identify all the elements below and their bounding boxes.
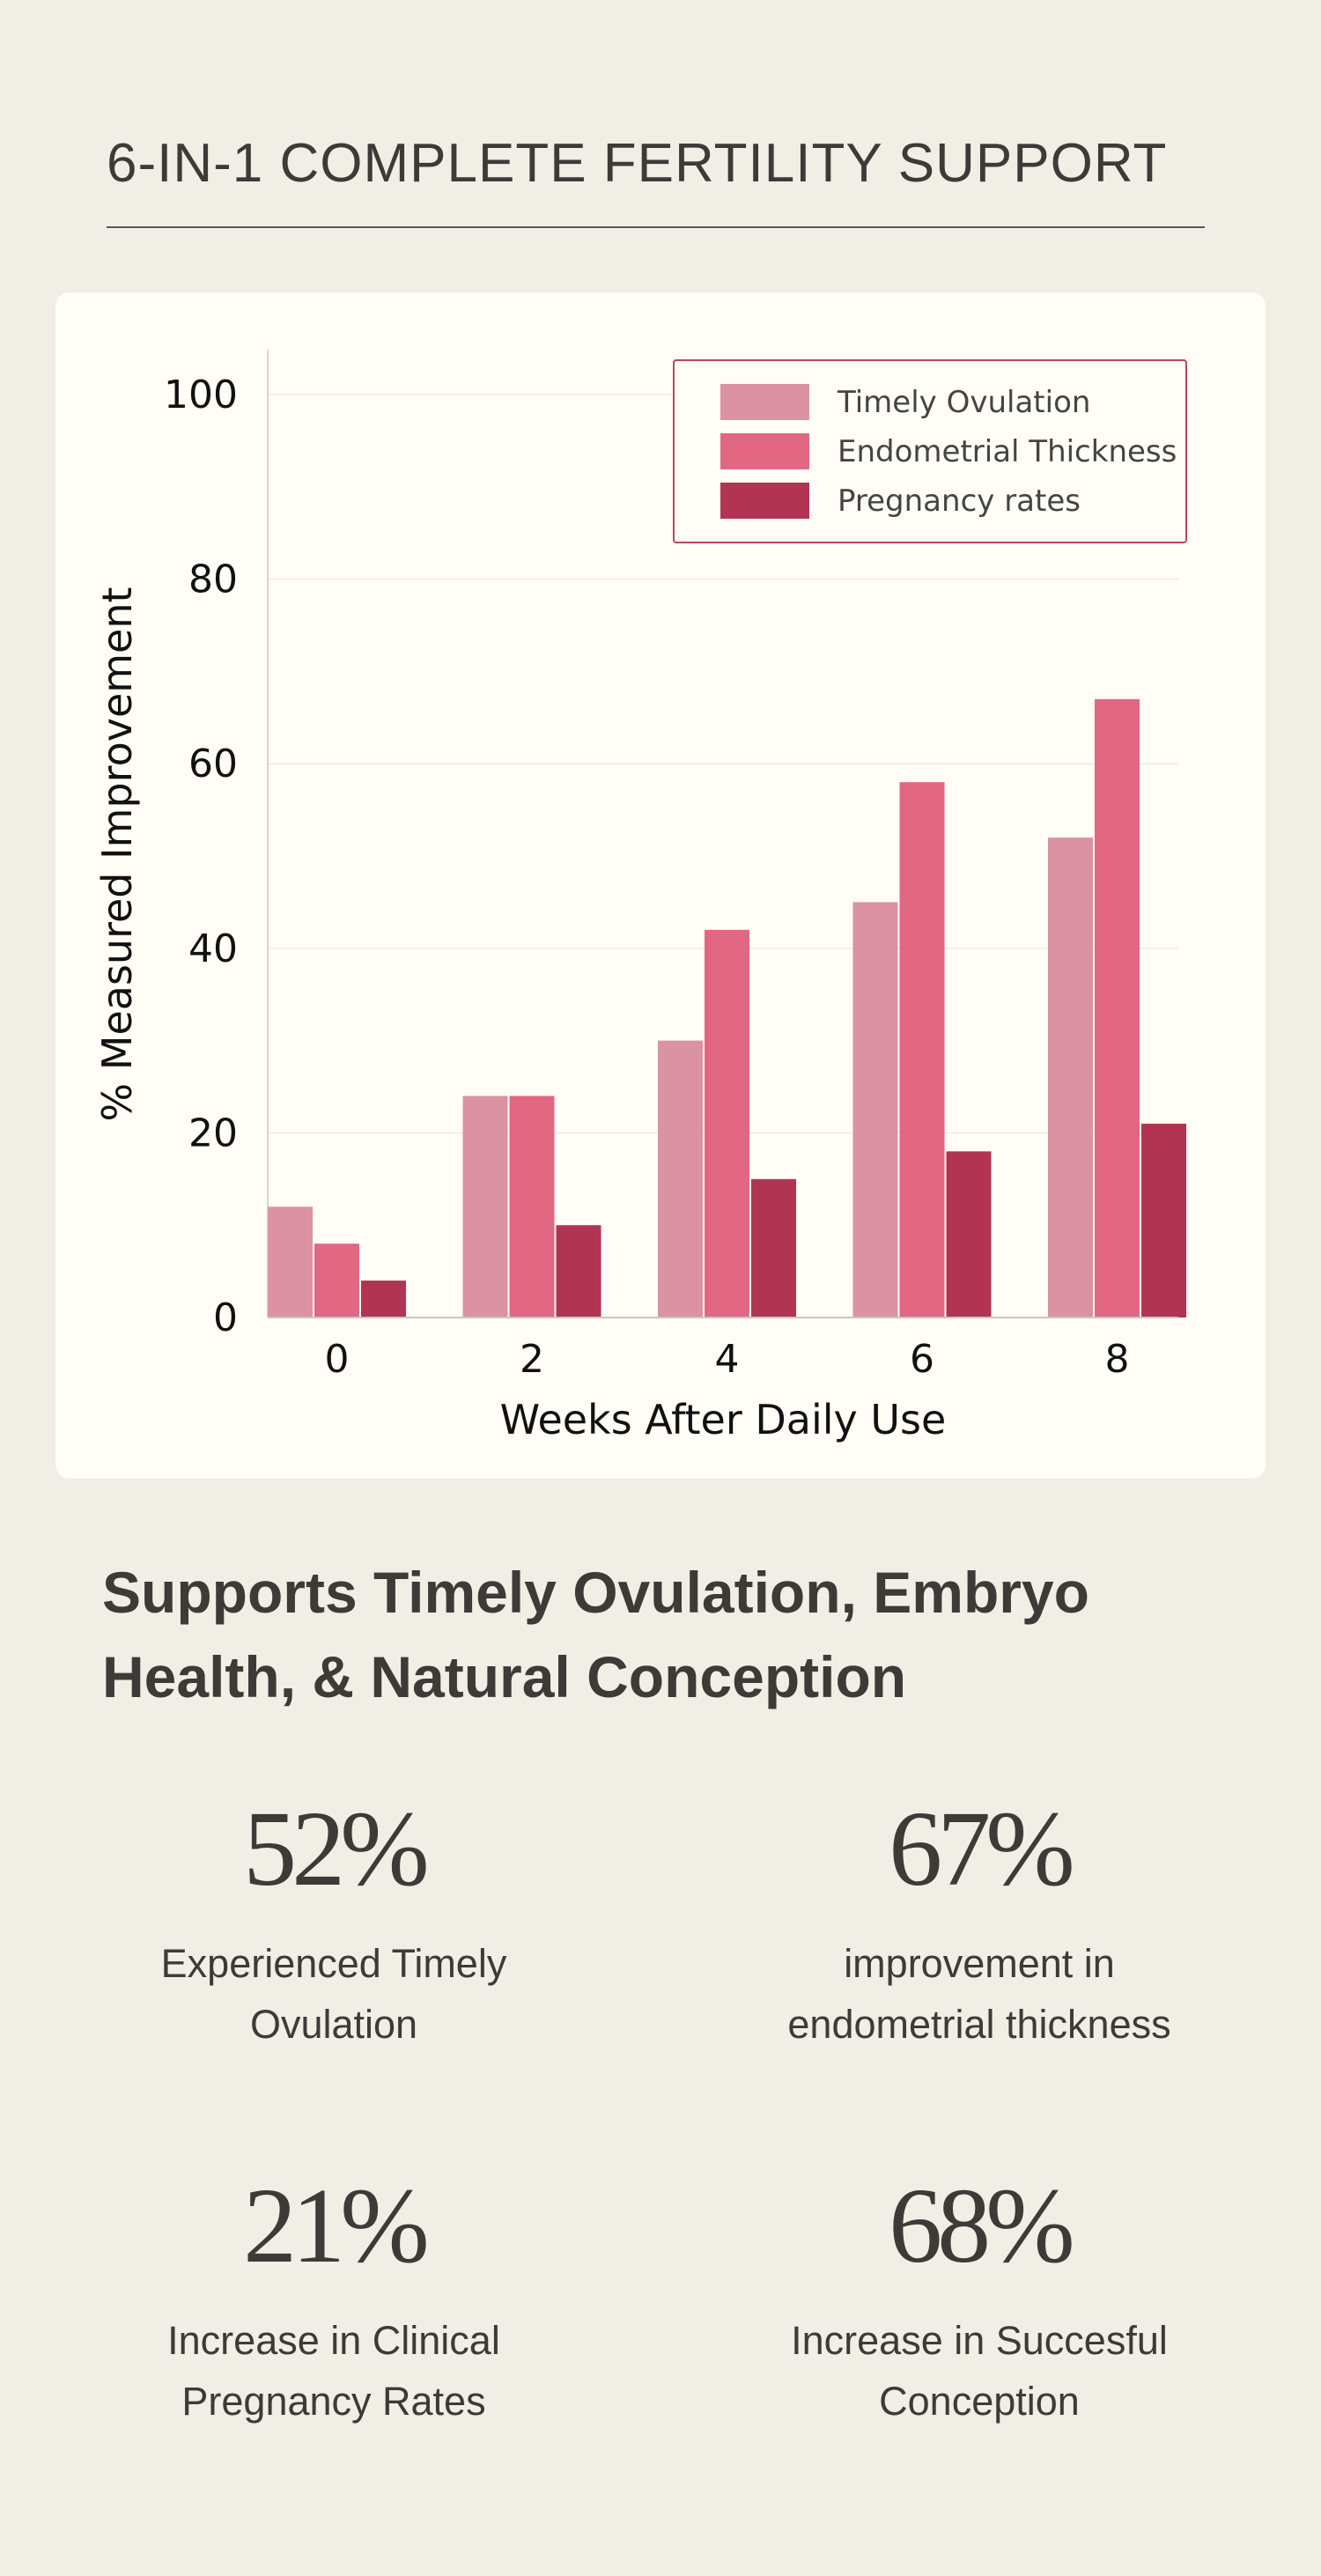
- page-title: 6-IN-1 COMPLETE FERTILITY SUPPORT: [107, 133, 1168, 194]
- legend-swatch: [720, 483, 809, 519]
- y-axis-label: % Measured Improvement: [93, 587, 141, 1121]
- y-tick-label: 20: [188, 1111, 238, 1155]
- stat-label-line: Pregnancy Rates: [181, 2379, 486, 2424]
- x-tick-label: 2: [520, 1337, 544, 1382]
- bar-timely-ovulation: [268, 1207, 313, 1318]
- stat-pregnancy-rates: 21% Increase in Clinical Pregnancy Rates: [61, 2169, 607, 2432]
- bar-endometrial-thickness: [509, 1096, 555, 1318]
- bar-pregnancy-rates: [1141, 1123, 1186, 1318]
- bar-timely-ovulation: [1048, 838, 1093, 1318]
- y-tick-label: 0: [213, 1295, 238, 1340]
- x-tick-label: 0: [325, 1337, 350, 1382]
- bar-endometrial-thickness: [314, 1244, 359, 1318]
- legend-label: Pregnancy rates: [838, 483, 1081, 519]
- y-tick-label: 100: [164, 373, 238, 417]
- bar-timely-ovulation: [658, 1040, 703, 1318]
- subheading: Supports Timely Ovulation, Embryo Health…: [102, 1550, 1247, 1719]
- subheading-line-2: Health, & Natural Conception: [102, 1644, 907, 1709]
- legend-label: Endometrial Thickness: [838, 434, 1177, 469]
- stat-value: 67%: [889, 1790, 1075, 1908]
- bar-pregnancy-rates: [361, 1281, 406, 1318]
- legend-label: Timely Ovulation: [837, 385, 1090, 420]
- stat-label-line: Experienced Timely: [160, 1941, 507, 1986]
- x-tick-label: 4: [715, 1337, 740, 1382]
- subheading-line-1: Supports Timely Ovulation, Embryo: [102, 1560, 1089, 1625]
- stat-label-line: Conception: [879, 2379, 1080, 2424]
- bar-pregnancy-rates: [556, 1225, 601, 1318]
- stat-value: 52%: [243, 1790, 430, 1908]
- bar-pregnancy-rates: [751, 1178, 796, 1318]
- title-divider: [107, 226, 1205, 228]
- stat-endometrial-thickness: 67% improvement in endometrial thickness: [706, 1792, 1252, 2055]
- bar-endometrial-thickness: [705, 929, 749, 1318]
- bar-pregnancy-rates: [946, 1151, 992, 1318]
- stat-label: Experienced Timely Ovulation: [61, 1933, 607, 2055]
- bar-timely-ovulation: [852, 902, 898, 1318]
- stat-label: Increase in Clinical Pregnancy Rates: [61, 2310, 607, 2432]
- x-tick-label: 8: [1105, 1337, 1130, 1382]
- x-tick-label: 6: [910, 1337, 934, 1382]
- stat-timely-ovulation: 52% Experienced Timely Ovulation: [61, 1792, 607, 2055]
- stat-label: improvement in endometrial thickness: [706, 1933, 1252, 2055]
- stat-label-line: Increase in Succesful: [791, 2318, 1168, 2363]
- stat-value: 21%: [243, 2166, 430, 2285]
- stat-successful-conception: 68% Increase in Succesful Conception: [706, 2169, 1252, 2432]
- x-axis-label: Weeks After Daily Use: [500, 1396, 947, 1443]
- chart-card: 0 20 40 60 80 100 0 2 4 6 8 Weeks After Daily Use % …: [55, 292, 1266, 1479]
- y-tick-label: 40: [188, 926, 238, 971]
- stat-label: Increase in Succesful Conception: [706, 2310, 1252, 2432]
- bar-timely-ovulation: [462, 1096, 508, 1318]
- stat-value: 68%: [889, 2166, 1075, 2285]
- y-tick-label: 80: [188, 557, 238, 602]
- bar-endometrial-thickness: [1095, 698, 1140, 1318]
- stat-label-line: Increase in Clinical: [167, 2318, 500, 2363]
- bar-chart: 0 20 40 60 80 100 0 2 4 6 8 Weeks After Daily Use % …: [93, 350, 1187, 1443]
- y-tick-label: 60: [188, 742, 238, 786]
- bar-endometrial-thickness: [899, 782, 945, 1318]
- legend-swatch: [720, 384, 809, 420]
- legend-swatch: [720, 433, 809, 469]
- stat-label-line: Ovulation: [249, 2002, 418, 2047]
- stat-label-line: improvement in: [844, 1941, 1115, 1986]
- stat-label-line: endometrial thickness: [787, 2002, 1171, 2047]
